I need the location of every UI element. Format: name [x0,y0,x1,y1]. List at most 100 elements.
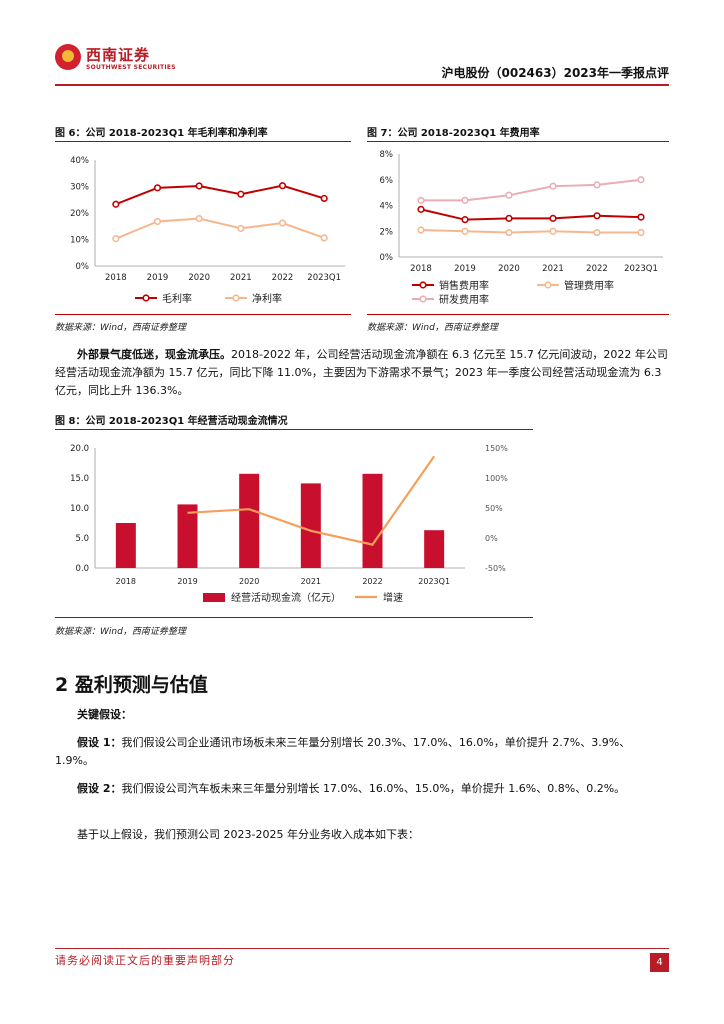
data-point [505,191,513,199]
data-point [237,224,245,232]
y-tick-label: 10% [70,236,89,246]
cashflow-paragraph-lead: 外部景气度低迷，现金流承压。 [77,348,231,361]
legend-label: 增速 [383,591,403,604]
cashflow-paragraph: 外部景气度低迷，现金流承压。2018-2022 年，公司经营活动现金流净额在 6… [55,346,669,400]
x-tick-label: 2020 [239,577,259,586]
assumption-1-lead: 假设 1： [77,736,122,749]
bar [177,504,198,568]
series-line [115,217,325,240]
y2-tick-label: 50% [485,504,503,513]
series-line [420,208,642,221]
footer-divider [55,948,669,949]
y-tick-label: 40% [70,156,89,166]
x-tick-label: 2018 [105,273,127,283]
header-divider [55,84,669,86]
data-point [237,190,245,198]
bar [362,473,383,568]
page-number: 4 [650,953,669,972]
x-tick-label: 2022 [586,264,608,274]
data-point [320,194,328,203]
data-point [461,196,469,204]
conclusion-text: 基于以上假设，我们预测公司 2023-2025 年分业务收入成本如下表： [77,828,419,841]
data-point [549,214,557,222]
y2-tick-label: 150% [485,444,508,453]
y-tick-label: 10.0 [70,504,89,514]
data-point [417,196,425,204]
legend-label: 经营活动现金流（亿元） [231,591,341,604]
data-point [278,182,287,190]
series-line [115,184,325,206]
data-point [593,212,601,220]
section-title: 2 盈利预测与估值 [55,674,208,696]
legend-swatch [203,593,225,602]
y-tick-label: 20% [70,209,89,219]
fig8-title: 图 8：公司 2018-2023Q1 年经营活动现金流情况 [55,416,288,427]
legend-label: 销售费用率 [439,279,489,292]
assumption-1-text: 我们假设公司企业通讯市场板未来三年量分别增长 20.3%、17.0%、16.0%… [55,736,631,767]
data-point [195,214,203,223]
bar [300,483,321,568]
data-point [593,228,601,237]
x-tick-label: 2019 [147,273,169,283]
data-point [112,235,120,243]
fig6-rule [55,141,351,142]
legend-label: 研发费用率 [439,293,489,306]
x-tick-label: 2023Q1 [624,264,658,274]
growth-line [187,455,436,546]
x-tick-label: 2019 [177,577,197,586]
y-tick-label: 8% [380,150,394,160]
logo-text: 西南证券 [86,46,151,64]
legend-label: 净利率 [252,292,282,305]
report-title: 沪电股份（002463）2023年一季报点评 [441,66,670,80]
fig8-chart: 0.0 5.0 10.0 15.0 20.0 -50% 0% 50% 100% 150% 2018 2… [70,444,508,604]
data-point [112,200,120,208]
assumption-2-lead: 假设 2： [77,782,122,795]
y-tick-label: 5.0 [75,534,89,544]
legend-marker [419,295,427,303]
legend-marker [142,294,150,302]
legend-marker [419,281,427,289]
data-point [320,234,328,242]
bar [239,473,260,568]
fig8-rule [55,429,533,430]
x-tick-label: 2022 [272,273,294,283]
data-point [195,182,203,190]
y-tick-label: 15.0 [70,474,89,484]
data-point [417,205,425,213]
data-point [637,228,645,237]
fig7-bottom-rule [367,314,669,315]
data-point [461,216,469,224]
data-point [278,219,287,227]
data-point [593,181,601,189]
x-tick-label: 2020 [498,264,520,274]
y-tick-label: 2% [380,227,394,237]
data-point [153,217,162,226]
fig7-title: 图 7：公司 2018-2023Q1 年费用率 [367,128,540,139]
y2-tick-label: 0% [485,534,498,543]
data-point [549,182,557,190]
y2-tick-label: -50% [485,564,506,573]
data-point [461,227,469,235]
x-tick-label: 2018 [116,577,136,586]
legend-label: 毛利率 [162,292,192,305]
x-tick-label: 2021 [301,577,321,586]
x-tick-label: 2018 [410,264,432,274]
x-tick-label: 2022 [362,577,382,586]
x-tick-label: 2023Q1 [307,273,341,283]
y-tick-label: 0% [380,253,394,263]
fig6-chart: 0% 10% 20% 30% 40% 2018 2019 2020 2021 2022 2023Q1… [70,156,345,305]
data-point [505,214,513,222]
x-tick-label: 2019 [454,264,476,274]
x-tick-label: 2023Q1 [418,577,450,586]
assumption-2: 假设 2：我们假设公司汽车板未来三年量分别增长 17.0%、16.0%、15.0… [55,780,669,798]
y-tick-label: 30% [70,183,89,193]
fig6-source: 数据来源：Wind，西南证券整理 [55,323,186,333]
logo-subtext: SOUTHWEST SECURITIES [86,64,176,71]
assumption-1: 假设 1：我们假设公司企业通讯市场板未来三年量分别增长 20.3%、17.0%、… [55,734,669,770]
y-tick-label: 20.0 [70,444,89,454]
fig6-title: 图 6：公司 2018-2023Q1 年毛利率和净利率 [55,128,268,139]
data-point [637,213,645,221]
x-tick-label: 2021 [230,273,252,283]
key-assumptions-heading: 关键假设： [77,708,132,721]
series-line [420,228,641,234]
